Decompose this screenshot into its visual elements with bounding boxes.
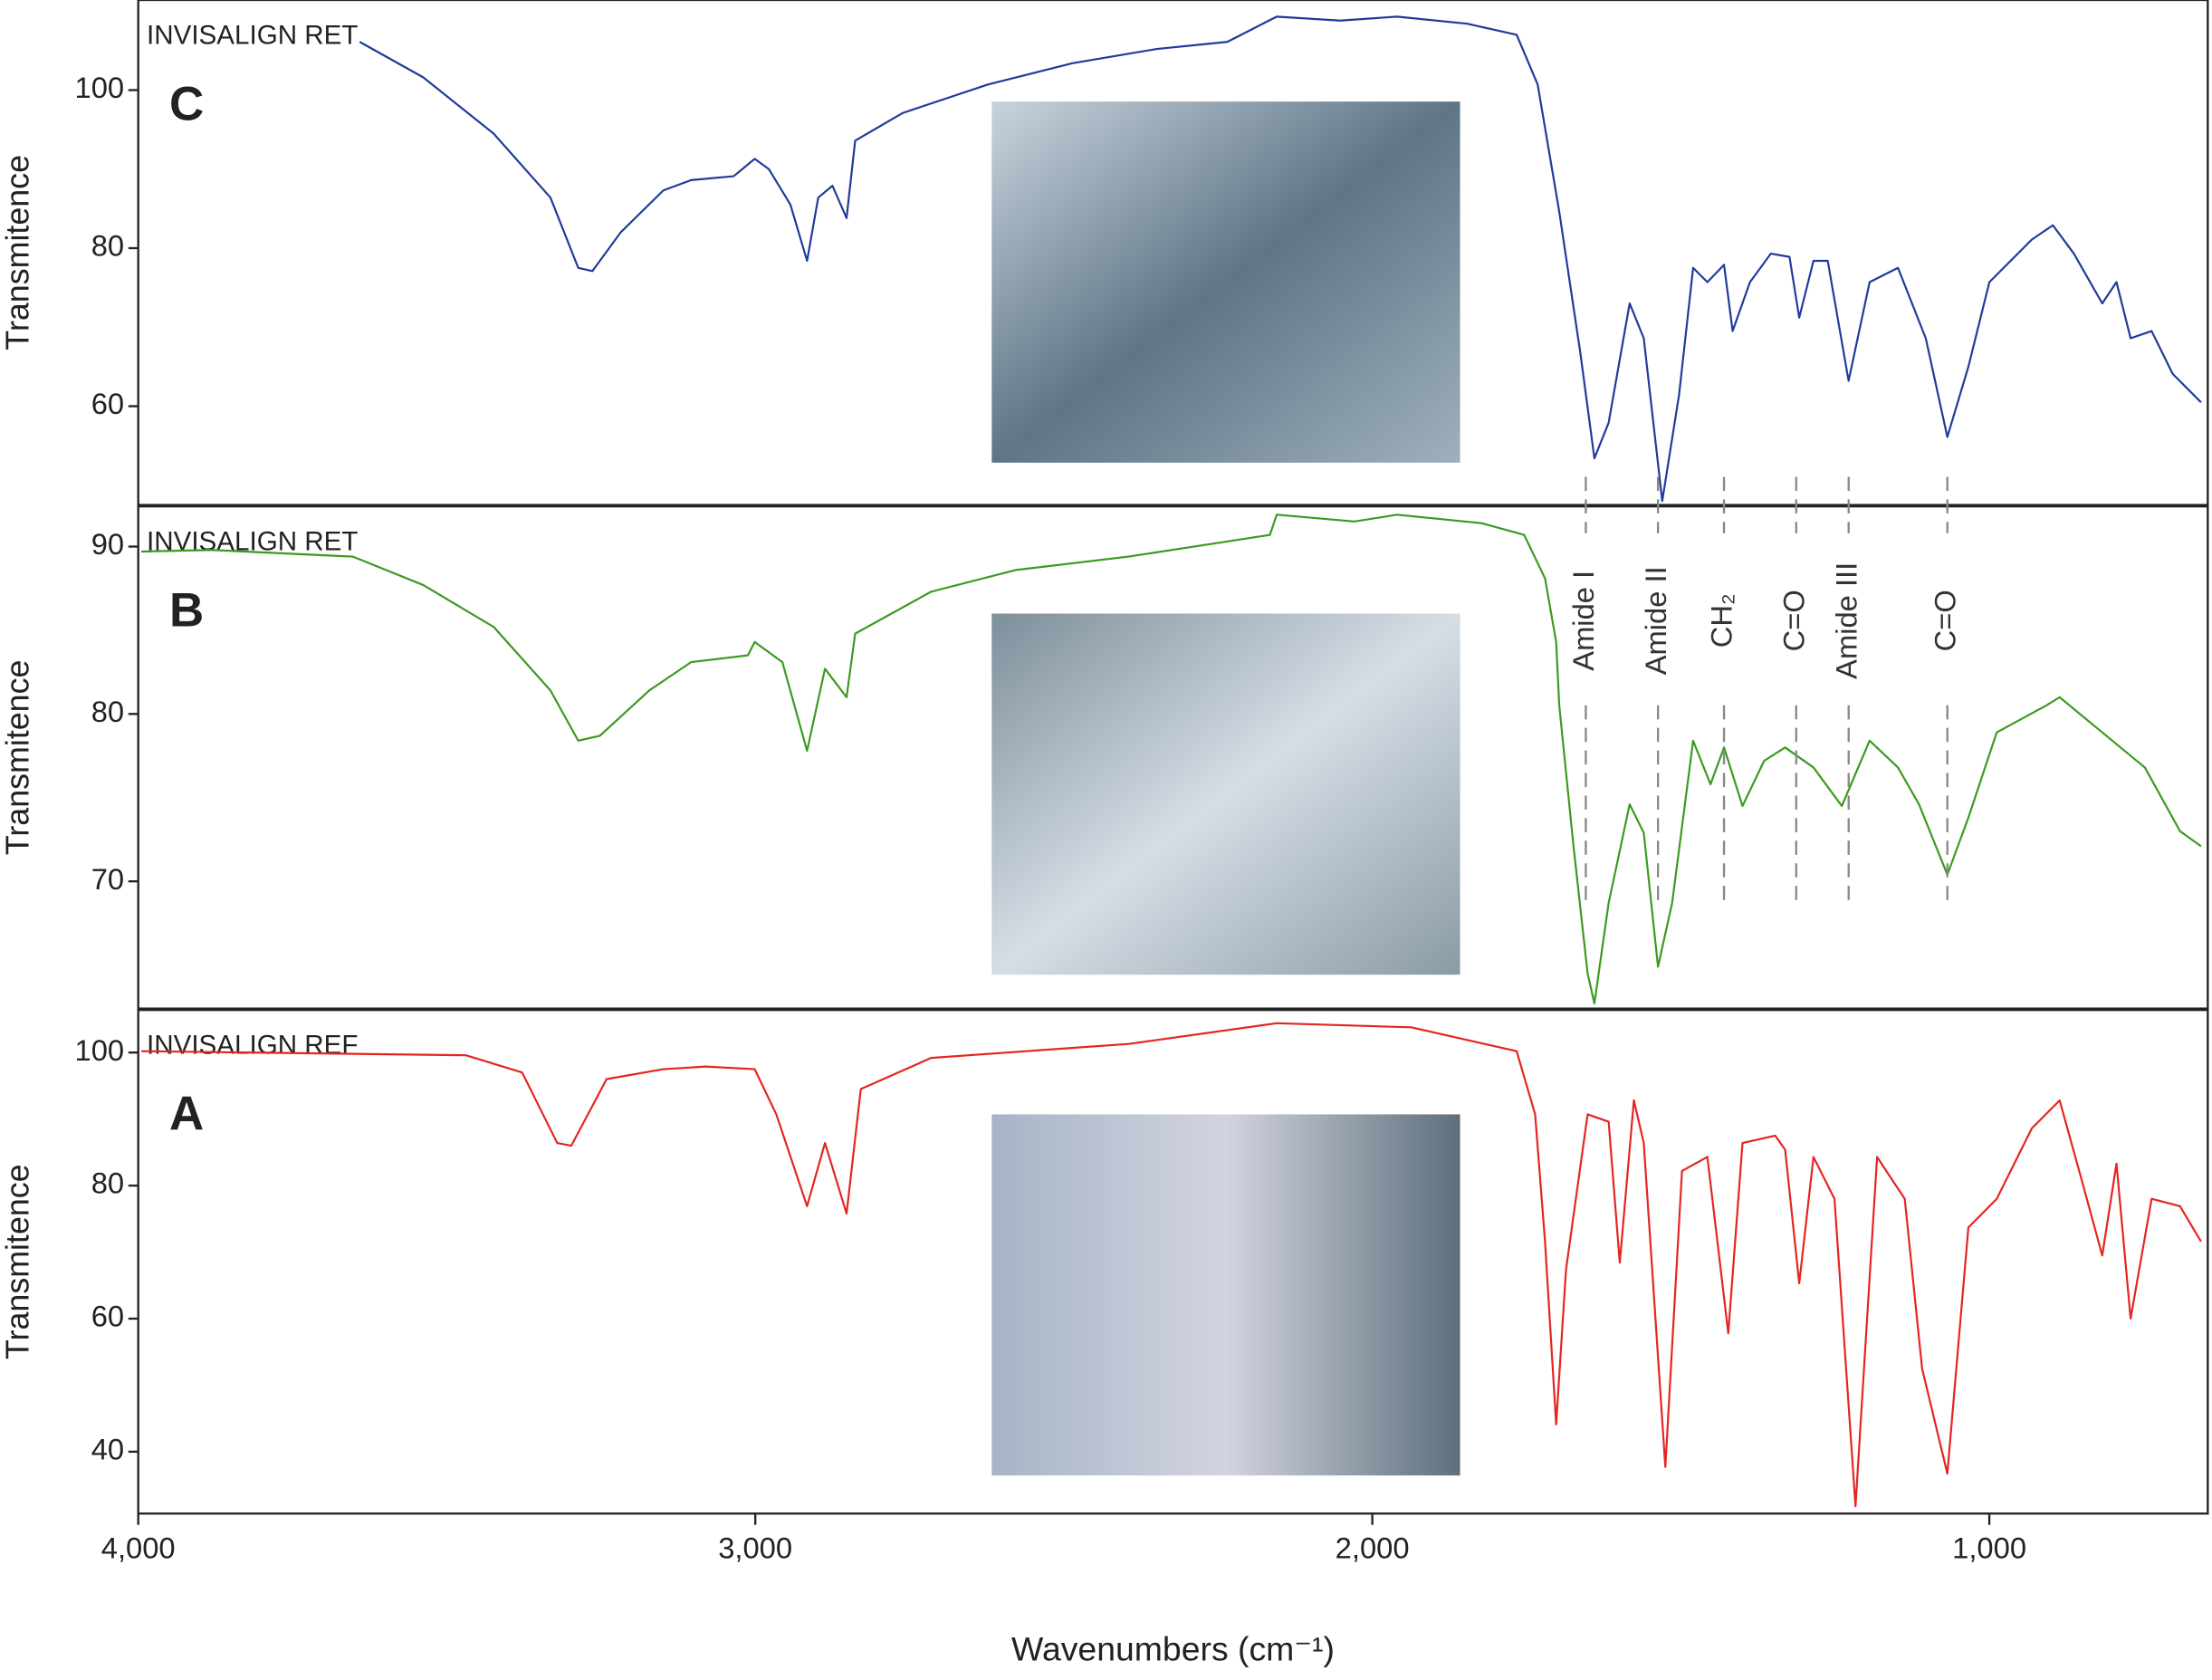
y-tick-label: 80	[91, 695, 124, 728]
x-tick-label: 4,000	[101, 1531, 176, 1564]
panel-frame	[137, 1009, 2209, 1515]
y-tick-label: 60	[91, 1300, 124, 1333]
y-tick-label: 40	[91, 1433, 124, 1466]
annotation-label: Amide I	[1566, 571, 1600, 671]
panel-label: A	[169, 1088, 204, 1141]
spectrum-line	[141, 1022, 2202, 1508]
spectrum-line	[141, 514, 2202, 1005]
y-tick-label: 90	[91, 527, 124, 561]
series-label: INVISALIGN REF	[147, 1030, 358, 1060]
y-axis-title: Transmitence	[0, 660, 35, 856]
micrograph-inset	[991, 101, 1460, 463]
y-tick-label: 80	[91, 229, 124, 263]
y-tick-label: 100	[75, 71, 125, 104]
panel-frame	[137, 504, 2209, 1010]
panel-frame	[137, 0, 2209, 506]
y-tick-label: 80	[91, 1166, 124, 1200]
panel-label: B	[169, 584, 204, 638]
micrograph-inset	[991, 1114, 1460, 1476]
x-axis-title: Wavenumbers (cm⁻¹)	[1011, 1630, 1335, 1668]
annotation-label: CH₂	[1705, 593, 1738, 648]
panel-label: C	[169, 77, 204, 130]
annotation-label: C=O	[1928, 590, 1961, 651]
series-label: INVISALIGN RET	[147, 20, 358, 50]
y-tick-label: 70	[91, 862, 124, 896]
micrograph-inset	[991, 613, 1460, 975]
x-tick-label: 1,000	[1952, 1531, 2026, 1564]
annotation-label: C=O	[1776, 590, 1810, 651]
x-tick-label: 3,000	[718, 1531, 792, 1564]
annotation-label: Amide III	[1829, 562, 1862, 679]
y-axis-title: Transmitence	[0, 155, 35, 350]
annotation-label: Amide II	[1639, 566, 1672, 675]
y-tick-label: 100	[75, 1033, 125, 1067]
y-tick-label: 60	[91, 387, 124, 420]
y-axis-title: Transmitence	[0, 1164, 35, 1359]
x-tick-label: 2,000	[1336, 1531, 1410, 1564]
spectrum-line	[359, 15, 2202, 503]
